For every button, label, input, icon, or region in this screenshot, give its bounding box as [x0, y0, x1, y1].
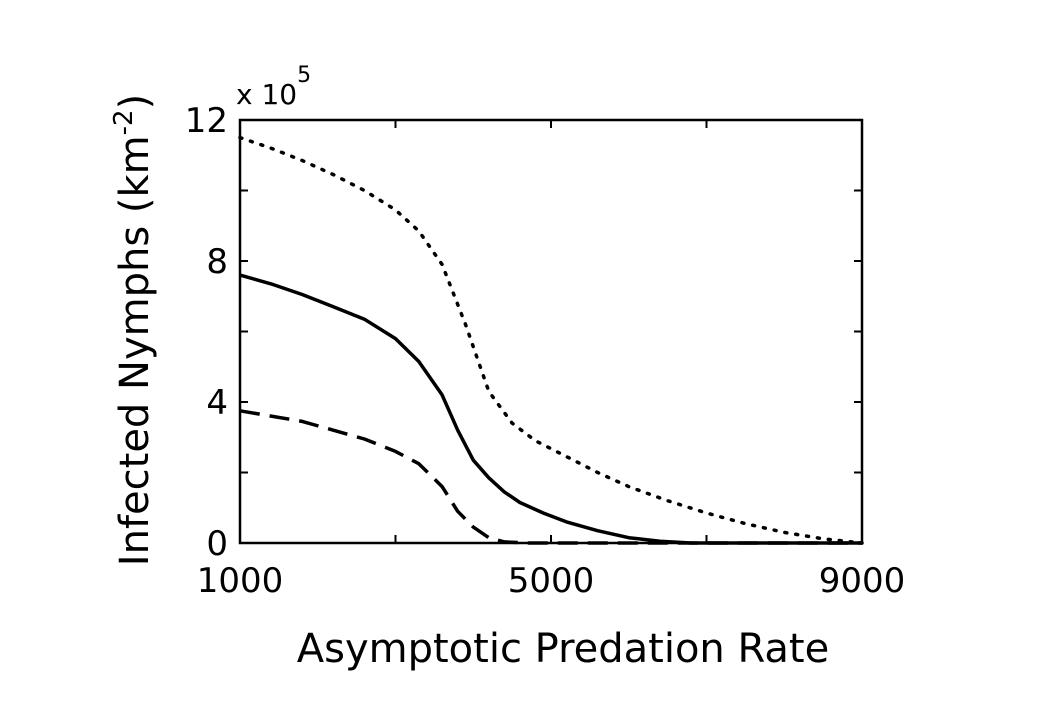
series-layer [238, 135, 864, 545]
series-line-dashed [239, 409, 862, 545]
x-tick-label: 9000 [819, 561, 906, 601]
ticks-layer: 0 4 8 12 1000 5000 9000 [185, 101, 906, 601]
y-axis-multiplier: x 105 [236, 63, 311, 111]
y-tick-label: 0 [206, 524, 228, 564]
x-tick-label: 1000 [197, 561, 284, 601]
series-line-dotted [238, 135, 864, 545]
y-axis-label-main: Infected Nymphs (km [112, 135, 158, 566]
y-axis-label: Infected Nymphs (km-2) [109, 94, 158, 566]
x-axis-label: Asymptotic Predation Rate [297, 626, 829, 672]
y-tick-label: 12 [185, 101, 228, 141]
y-tick-label: 8 [206, 242, 228, 282]
y-multiplier-base: x 10 [236, 78, 297, 111]
y-multiplier-exponent: 5 [297, 63, 311, 88]
plot-frame [238, 118, 864, 545]
series-line-solid [239, 273, 862, 545]
y-tick-label: 4 [206, 383, 228, 423]
y-axis-label-superscript: -2 [109, 109, 139, 135]
y-axis-label-close: ) [112, 94, 158, 110]
x-tick-label: 5000 [508, 561, 595, 601]
